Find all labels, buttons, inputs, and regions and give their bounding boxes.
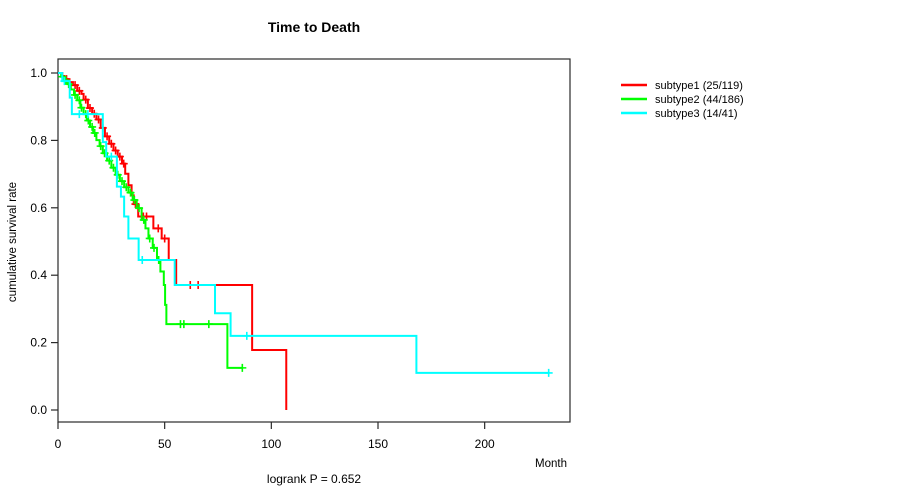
y-axis-tick-label: 1.0 [30,66,47,80]
survival-curve-3 [58,72,549,374]
axes-layer: 0 50 100 150 200 0.0 0.2 0.4 0.6 0.8 1.0 [30,66,495,451]
y-axis-tick-label: 0.8 [30,133,47,147]
y-axis-tick-label: 0.2 [30,336,47,350]
y-axis-tick-label: 0.6 [30,201,47,215]
censor-marks-2 [58,72,247,372]
logrank-p-annotation: logrank P = 0.652 [267,472,362,486]
plot-border-box [57,58,571,423]
x-axis-tick-label: 100 [261,437,281,451]
legend-label: subtype1 (25/119) [655,80,743,92]
x-axis-tick-label: 50 [158,437,172,451]
legend-item-3: subtype3 (14/41) [621,108,738,120]
y-axis-label: cumulative survival rate [7,182,19,302]
x-axis-tick-label: 150 [368,437,388,451]
censor-marks-1 [62,75,203,289]
legend-item-1: subtype1 (25/119) [621,80,743,92]
censor-marks-3 [60,77,553,377]
legend-label: subtype2 (44/186) [655,94,744,106]
legend: subtype1 (25/119) subtype2 (44/186) subtyp… [621,80,744,120]
legend-label: subtype3 (14/41) [655,108,738,120]
legend-item-2: subtype2 (44/186) [621,94,744,106]
x-axis-tick-label: 200 [475,437,495,451]
x-axis-label: Month [535,458,567,470]
x-axis-tick-label: 0 [55,437,62,451]
y-axis-tick-label: 0.0 [30,403,47,417]
curves-layer [58,72,553,410]
chart-title: Time to Death [268,19,360,35]
y-axis-tick-label: 0.4 [30,268,47,282]
